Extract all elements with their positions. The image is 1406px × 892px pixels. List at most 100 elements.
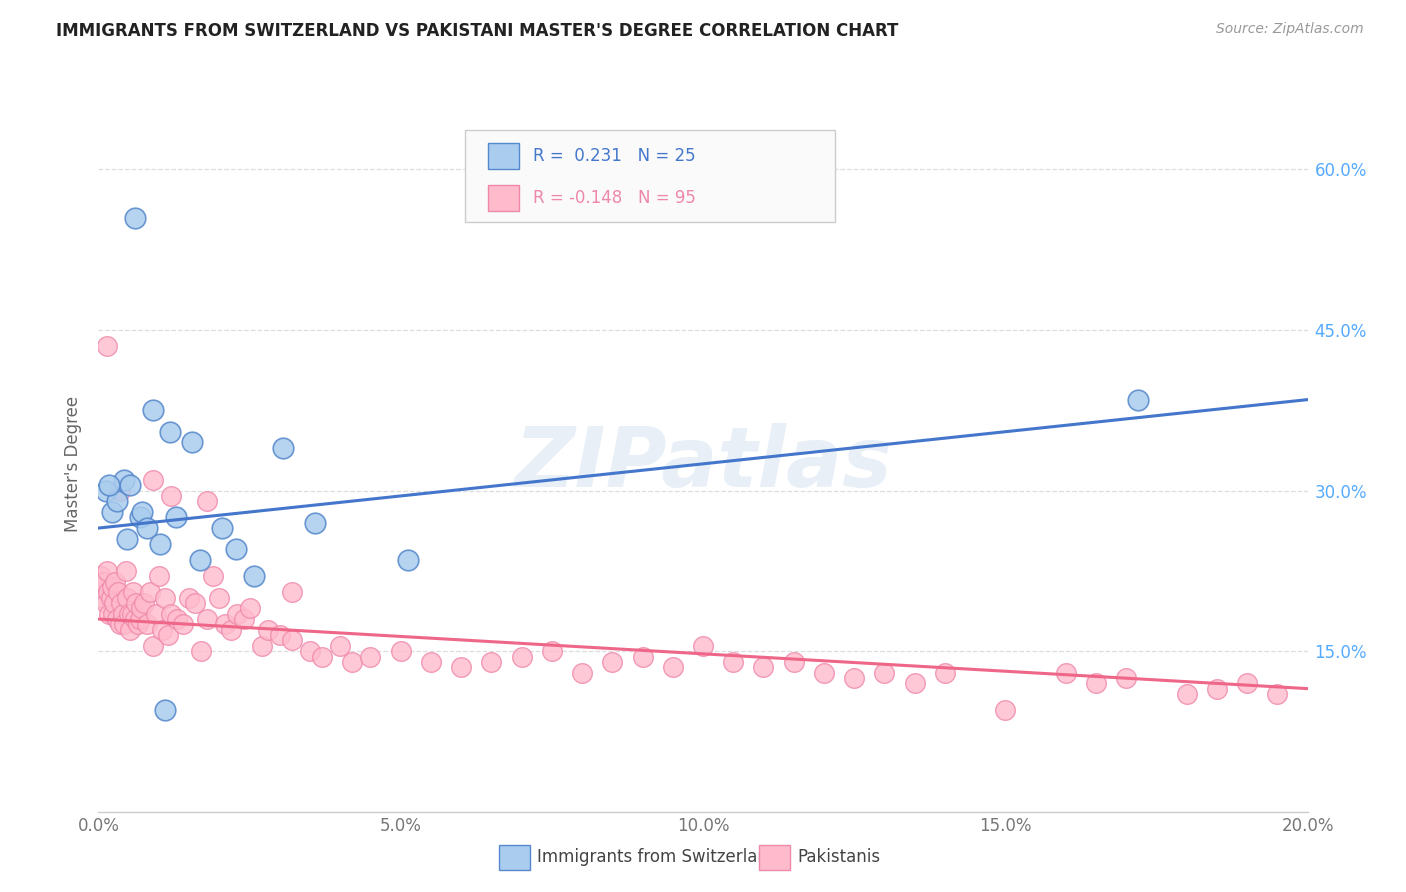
Point: [269, 628, 291, 642]
Point: [128, 510, 150, 524]
Point: [121, 607, 143, 621]
Point: [142, 403, 165, 417]
Point: [100, 580, 122, 594]
Point: [125, 596, 148, 610]
Point: [114, 564, 136, 578]
Point: [208, 591, 231, 605]
Point: [752, 660, 775, 674]
Point: [783, 655, 806, 669]
Point: [214, 617, 236, 632]
Point: [571, 665, 593, 680]
Text: Pakistanis: Pakistanis: [797, 848, 880, 866]
Point: [813, 665, 835, 680]
Point: [150, 623, 173, 637]
Point: [662, 660, 685, 674]
Point: [131, 505, 153, 519]
Point: [112, 617, 135, 632]
Text: IMMIGRANTS FROM SWITZERLAND VS PAKISTANI MASTER'S DEGREE CORRELATION CHART: IMMIGRANTS FROM SWITZERLAND VS PAKISTANI…: [56, 22, 898, 40]
Point: [1085, 676, 1108, 690]
Point: [211, 521, 233, 535]
Point: [91, 591, 114, 605]
Point: [1054, 665, 1077, 680]
Point: [93, 574, 115, 589]
Point: [1175, 687, 1198, 701]
Point: [96, 564, 118, 578]
Point: [994, 703, 1017, 717]
Point: [1236, 676, 1258, 690]
Point: [103, 596, 125, 610]
Point: [1115, 671, 1137, 685]
Point: [142, 473, 165, 487]
Point: [190, 644, 212, 658]
Point: [110, 596, 132, 610]
Point: [271, 441, 294, 455]
Point: [160, 607, 183, 621]
Point: [94, 596, 117, 610]
Point: [510, 649, 533, 664]
Point: [100, 591, 122, 605]
Point: [132, 596, 155, 610]
Y-axis label: Master's Degree: Master's Degree: [65, 396, 83, 532]
Point: [281, 633, 304, 648]
Point: [195, 494, 218, 508]
Point: [124, 211, 146, 225]
Point: [97, 585, 120, 599]
Point: [329, 639, 352, 653]
Text: R =  0.231   N = 25: R = 0.231 N = 25: [533, 147, 696, 165]
Point: [149, 537, 172, 551]
Point: [844, 671, 866, 685]
Point: [117, 532, 139, 546]
Point: [118, 623, 141, 637]
Point: [153, 591, 176, 605]
Point: [104, 574, 127, 589]
Point: [256, 623, 278, 637]
Point: [226, 607, 249, 621]
Point: [101, 607, 124, 621]
Point: [1128, 392, 1150, 407]
Point: [100, 505, 122, 519]
Point: [105, 612, 128, 626]
Point: [166, 612, 188, 626]
Point: [934, 665, 956, 680]
Text: R = -0.148   N = 95: R = -0.148 N = 95: [533, 189, 696, 207]
Point: [96, 339, 118, 353]
Point: [105, 494, 128, 508]
Point: [111, 607, 134, 621]
Point: [281, 585, 304, 599]
Point: [188, 553, 211, 567]
Point: [135, 617, 157, 632]
Point: [135, 521, 157, 535]
Point: [90, 569, 112, 583]
Point: [250, 639, 273, 653]
Point: [148, 569, 170, 583]
Point: [118, 607, 141, 621]
Point: [481, 655, 503, 669]
Point: [98, 607, 121, 621]
Text: Source: ZipAtlas.com: Source: ZipAtlas.com: [1216, 22, 1364, 37]
Point: [602, 655, 624, 669]
Point: [299, 644, 322, 658]
Point: [112, 473, 135, 487]
Point: [124, 612, 146, 626]
Point: [1267, 687, 1289, 701]
Point: [181, 435, 204, 450]
Point: [221, 623, 243, 637]
Point: [91, 574, 114, 589]
Point: [243, 569, 266, 583]
Point: [172, 617, 194, 632]
Point: [107, 585, 129, 599]
Point: [128, 612, 150, 626]
Point: [631, 649, 654, 664]
Point: [541, 644, 564, 658]
Point: [342, 655, 364, 669]
Point: [159, 425, 181, 439]
Point: [873, 665, 896, 680]
Point: [360, 649, 382, 664]
Point: [1206, 681, 1229, 696]
Point: [195, 612, 218, 626]
Point: [692, 639, 714, 653]
Point: [450, 660, 472, 674]
Point: [98, 478, 121, 492]
Point: [153, 703, 176, 717]
Point: [156, 628, 179, 642]
